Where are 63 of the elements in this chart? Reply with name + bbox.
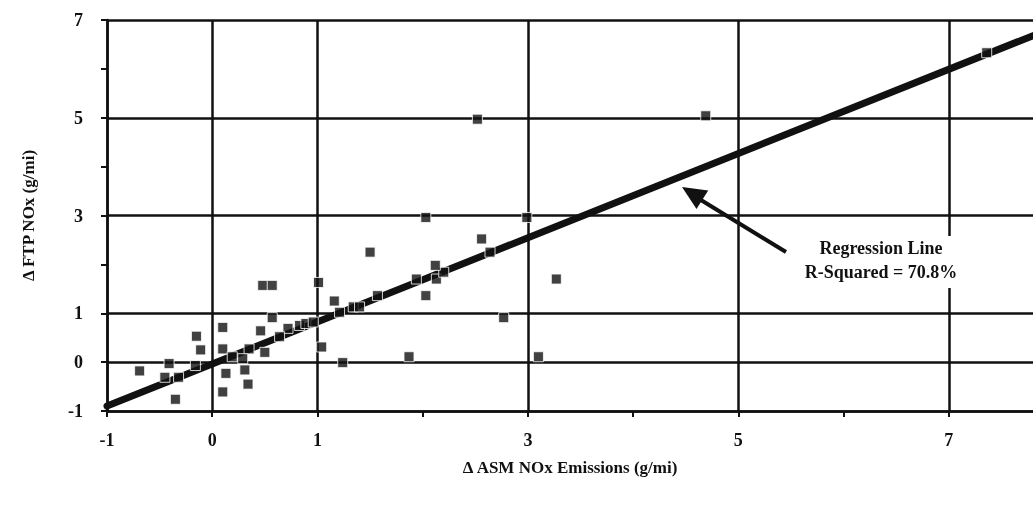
point (476, 233, 488, 245)
point (471, 113, 483, 125)
point (239, 364, 251, 376)
point (237, 353, 249, 365)
point (169, 393, 181, 405)
point (328, 295, 340, 307)
point (163, 358, 175, 370)
x-axis-title: Δ ASM NOx Emissions (g/mi) (462, 458, 678, 477)
point (134, 365, 146, 377)
point (337, 357, 349, 369)
point (173, 371, 185, 383)
point (255, 325, 267, 337)
point (484, 246, 496, 258)
y-tick-label: 1 (74, 303, 83, 324)
point (159, 371, 171, 383)
point (371, 290, 383, 302)
point (313, 276, 325, 288)
point (498, 312, 510, 324)
x-tick-label: -1 (99, 430, 115, 450)
point (532, 351, 544, 363)
point (981, 47, 993, 59)
y-tick-label: 3 (74, 205, 83, 226)
point (220, 367, 232, 379)
point (226, 351, 238, 363)
y-tick-label: 7 (74, 10, 83, 30)
point (274, 331, 286, 343)
point (420, 290, 432, 302)
y-axis-title: Δ FTP NOx (g/mi) (19, 149, 38, 282)
point (217, 343, 229, 355)
point (700, 110, 712, 122)
point (354, 301, 366, 313)
point (217, 386, 229, 398)
point (195, 344, 207, 356)
point (282, 322, 294, 334)
point (521, 211, 533, 223)
point (410, 273, 422, 285)
point (257, 279, 269, 291)
x-tick-label: 7 (944, 430, 954, 450)
point (217, 321, 229, 333)
y-tick-label: 0 (74, 352, 83, 373)
point (307, 316, 319, 328)
point (190, 330, 202, 342)
point (316, 341, 328, 353)
x-tick-label: 3 (523, 430, 533, 450)
point (243, 343, 255, 355)
point (429, 259, 441, 271)
point (403, 351, 415, 363)
annotation: Regression Line R-Squared = 70.8% (804, 238, 958, 282)
y-tick-label: 5 (74, 107, 83, 128)
point (334, 306, 346, 318)
x-tick-label: 5 (733, 430, 743, 450)
point (550, 273, 562, 285)
point (438, 266, 450, 278)
point (266, 279, 278, 291)
point (259, 346, 271, 358)
x-tick-label: 0 (207, 430, 217, 450)
y-tick-label: -1 (68, 401, 83, 421)
point (420, 211, 432, 223)
point (242, 378, 254, 390)
point (189, 360, 201, 372)
point (364, 246, 376, 258)
x-tick-label: 1 (312, 430, 322, 450)
point (266, 312, 278, 324)
